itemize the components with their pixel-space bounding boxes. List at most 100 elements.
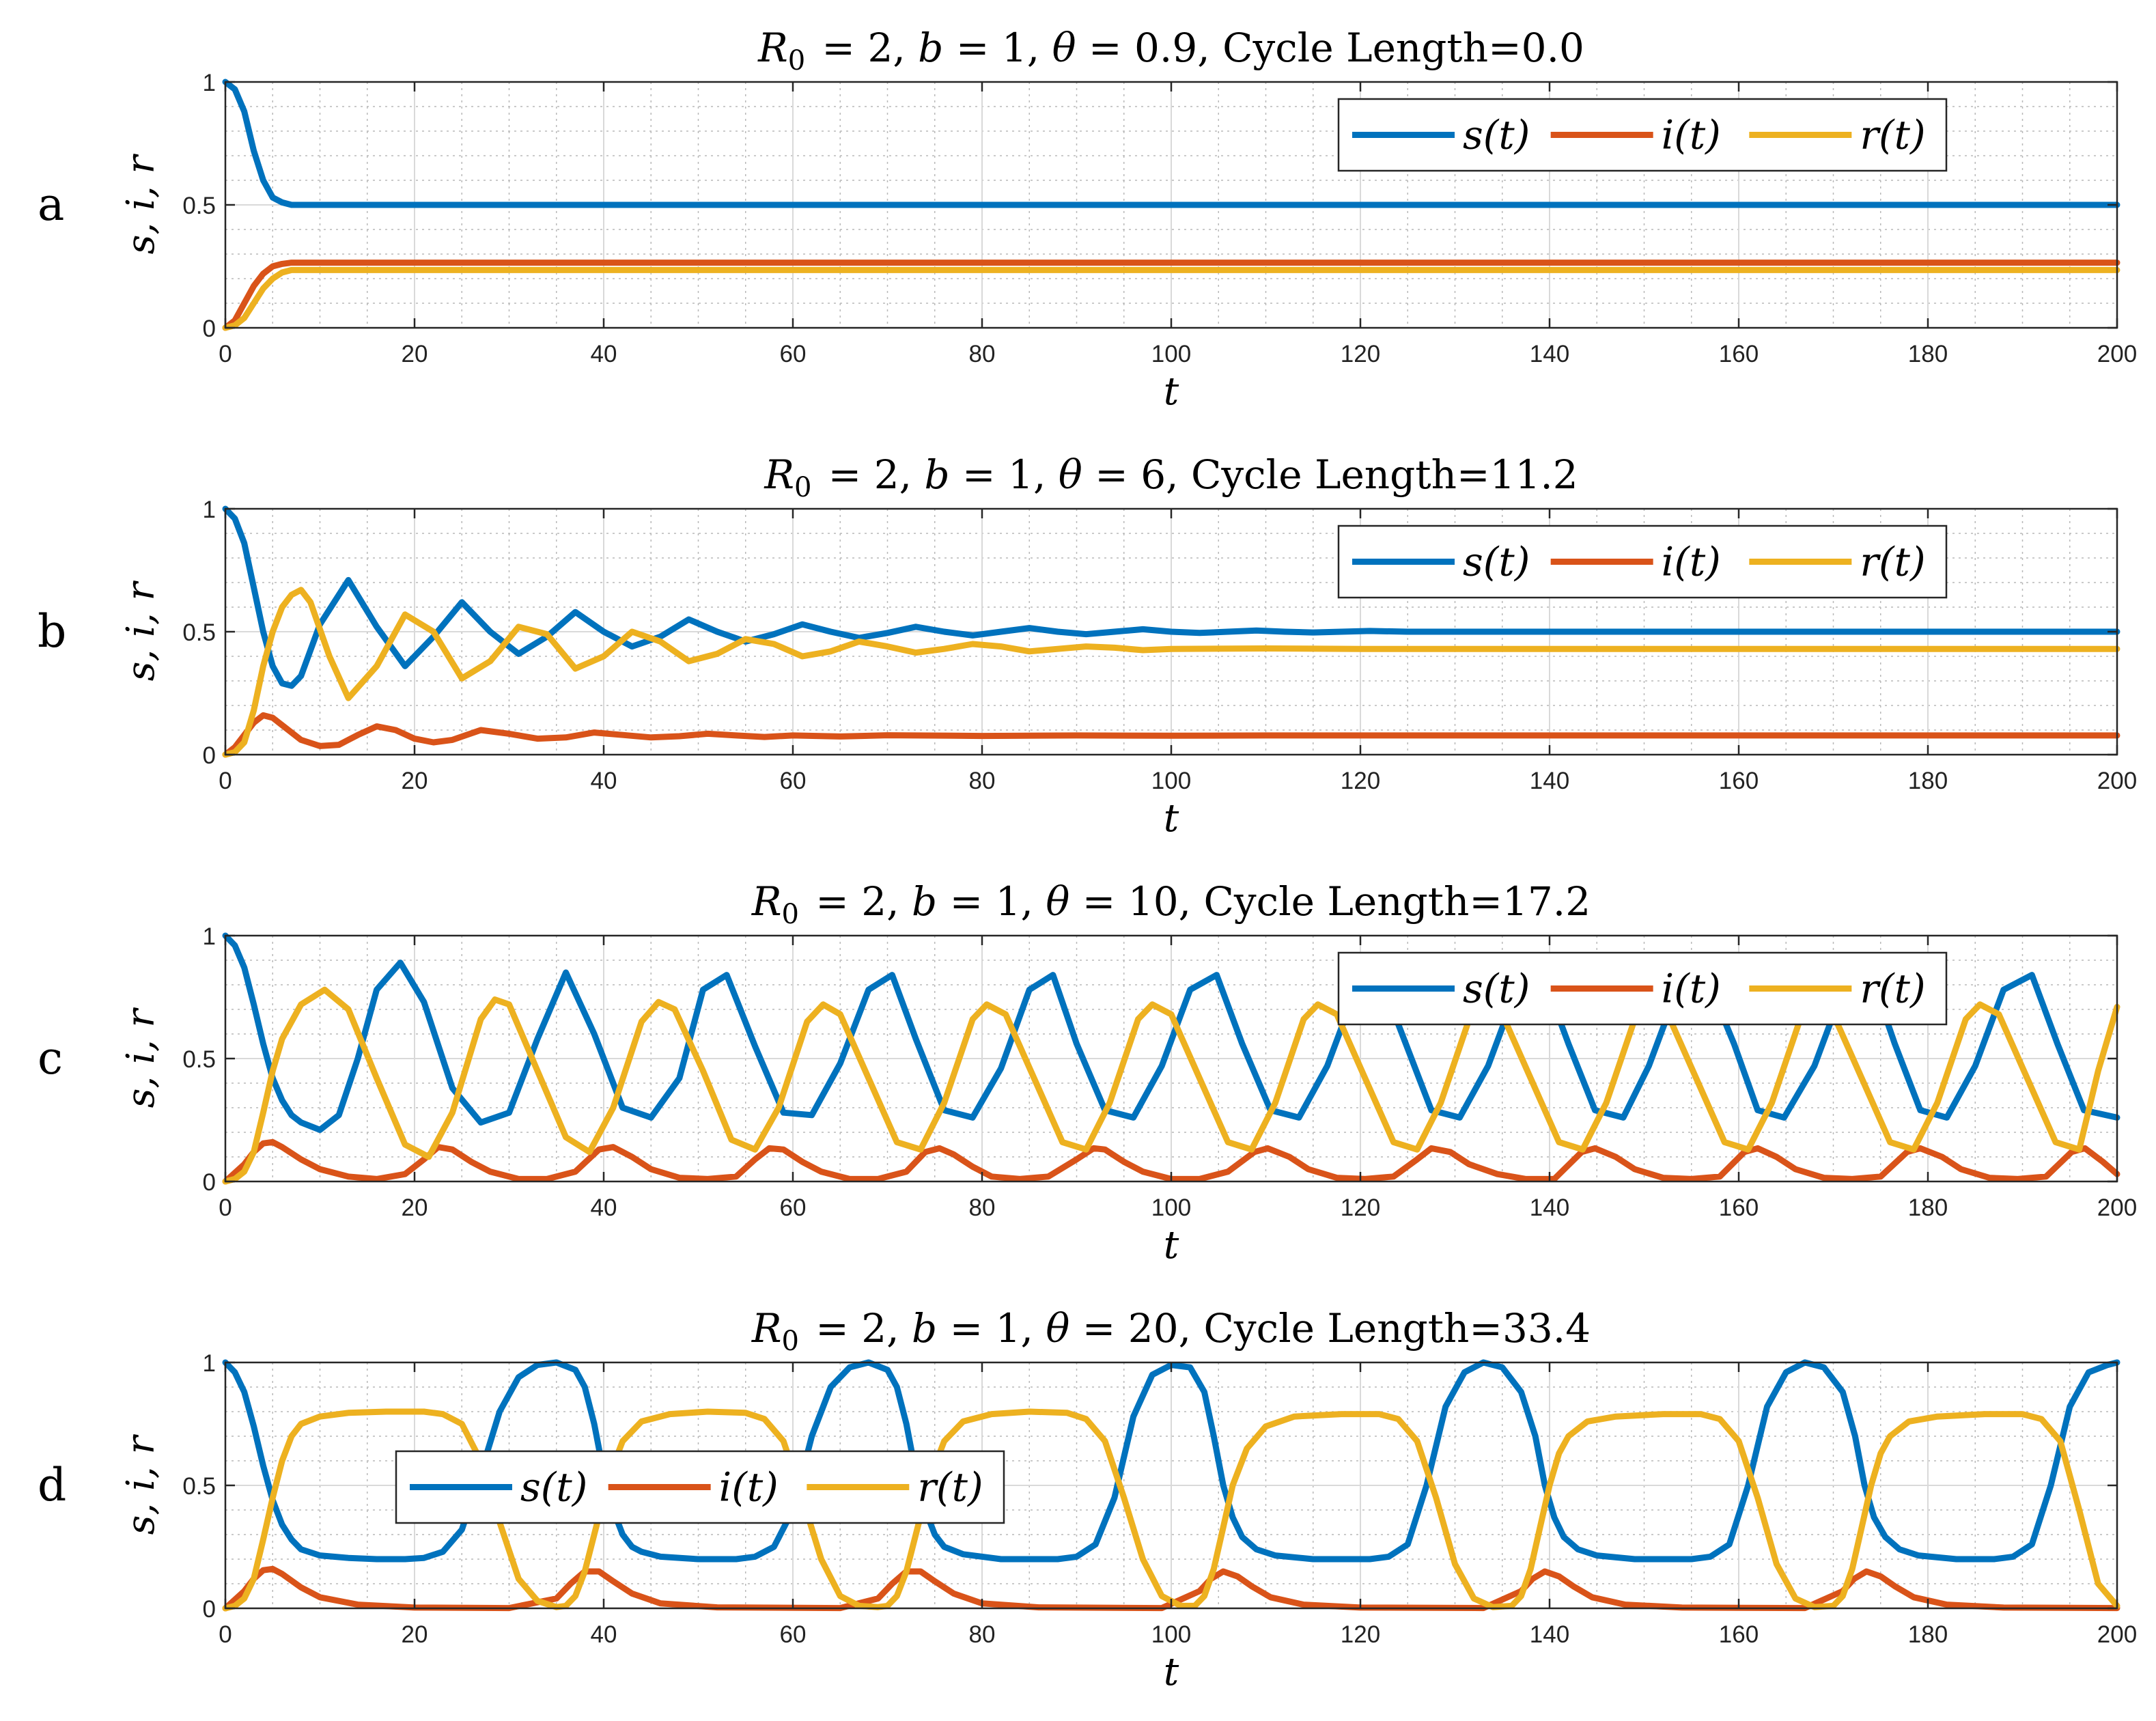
- x-axis-label: t: [1164, 796, 1179, 841]
- y-tick-label: 1: [203, 1350, 216, 1377]
- series-line-r: [222, 587, 2120, 758]
- legend-label-i: i(t): [1662, 112, 1721, 158]
- x-tick-label: 60: [780, 1194, 807, 1221]
- y-tick-label: 0.5: [182, 1046, 216, 1073]
- y-axis-label: s, i, r: [119, 580, 163, 681]
- y-tick-label: 0.5: [182, 619, 216, 646]
- x-tick-label: 100: [1151, 1194, 1191, 1221]
- y-axis-label: s, i, r: [119, 1007, 163, 1108]
- panel-d: 0 20 40 60 80 100 120 140 160 180 200 0 0.5 1 R0 = 2, …: [38, 1305, 2137, 1694]
- x-tick-label: 200: [2097, 1194, 2137, 1221]
- x-tick-label: 20: [402, 1194, 428, 1221]
- legend-label-r: r(t): [1860, 539, 1925, 585]
- legend: s(t) i(t) r(t): [1337, 524, 1948, 599]
- x-tick-label: 60: [780, 341, 807, 367]
- panel-letter: b: [38, 605, 66, 658]
- x-tick-label: 100: [1151, 1621, 1191, 1648]
- x-tick-label: 180: [1908, 341, 1948, 367]
- x-tick-label: 60: [780, 1621, 807, 1648]
- x-tick-label: 20: [402, 341, 428, 367]
- panel-letter: d: [38, 1459, 66, 1511]
- x-tick-label: 160: [1719, 341, 1759, 367]
- y-tick-label: 1: [203, 496, 216, 523]
- panel-letter: c: [38, 1032, 63, 1085]
- panel-letter: a: [38, 178, 64, 231]
- x-tick-label: 40: [591, 768, 617, 794]
- x-tick-label: 180: [1908, 1621, 1948, 1648]
- series-line-i: [222, 260, 2120, 331]
- legend: s(t) i(t) r(t): [395, 1450, 1005, 1524]
- panel-c: 0 20 40 60 80 100 120 140 160 180 200 0 0.5 1 R0 = 2, …: [38, 878, 2137, 1268]
- x-tick-label: 140: [1530, 1194, 1569, 1221]
- legend-label-i: i(t): [1662, 539, 1721, 585]
- x-tick-label: 120: [1341, 1621, 1380, 1648]
- x-tick-label: 200: [2097, 768, 2137, 794]
- x-tick-label: 120: [1341, 1194, 1380, 1221]
- x-tick-label: 20: [402, 1621, 428, 1648]
- x-tick-label: 140: [1530, 768, 1569, 794]
- x-tick-label: 0: [219, 1621, 232, 1648]
- legend-label-i: i(t): [1662, 966, 1721, 1012]
- x-tick-label: 160: [1719, 768, 1759, 794]
- chart-title: R0 = 2, b = 1, θ = 6, Cycle Length=11.2: [764, 451, 1578, 503]
- x-tick-label: 0: [219, 341, 232, 367]
- legend-label-s: s(t): [1463, 539, 1530, 585]
- y-tick-label: 0.5: [182, 1473, 216, 1500]
- x-tick-label: 200: [2097, 1621, 2137, 1648]
- series-line-s: [222, 79, 2120, 208]
- x-tick-label: 100: [1151, 768, 1191, 794]
- legend-label-r: r(t): [917, 1464, 983, 1511]
- x-tick-label: 60: [780, 768, 807, 794]
- x-tick-label: 160: [1719, 1621, 1759, 1648]
- series-line-i: [222, 712, 2120, 758]
- x-tick-label: 0: [219, 1194, 232, 1221]
- panel-a: 0 20 40 60 80 100 120 140 160 180 200 0 0.5 1 R0 = 2, …: [38, 25, 2137, 414]
- x-tick-label: 80: [969, 768, 996, 794]
- legend-label-r: r(t): [1860, 112, 1925, 158]
- x-tick-label: 120: [1341, 341, 1380, 367]
- y-tick-label: 0: [203, 1169, 216, 1196]
- x-tick-label: 120: [1341, 768, 1380, 794]
- series-line-s: [222, 1359, 2120, 1563]
- x-tick-label: 80: [969, 341, 996, 367]
- y-tick-label: 1: [203, 923, 216, 950]
- legend-label-s: s(t): [520, 1464, 587, 1511]
- series-line-s: [222, 505, 2120, 689]
- x-tick-label: 0: [219, 768, 232, 794]
- x-axis-label: t: [1164, 1650, 1179, 1694]
- y-tick-label: 1: [203, 70, 216, 96]
- y-axis-label: s, i, r: [119, 153, 163, 254]
- x-axis-label: t: [1164, 369, 1179, 414]
- x-tick-label: 40: [591, 341, 617, 367]
- x-tick-label: 180: [1908, 1194, 1948, 1221]
- legend-label-s: s(t): [1463, 966, 1530, 1012]
- legend-label-i: i(t): [719, 1464, 779, 1511]
- x-tick-label: 140: [1530, 1621, 1569, 1648]
- x-tick-label: 40: [591, 1621, 617, 1648]
- x-axis-label: t: [1164, 1223, 1179, 1268]
- x-tick-label: 180: [1908, 768, 1948, 794]
- legend: s(t) i(t) r(t): [1337, 951, 1948, 1026]
- y-axis-label: s, i, r: [119, 1433, 163, 1535]
- y-tick-label: 0: [203, 742, 216, 769]
- y-tick-label: 0: [203, 1596, 216, 1623]
- x-tick-label: 20: [402, 768, 428, 794]
- x-tick-label: 160: [1719, 1194, 1759, 1221]
- series-line-i: [222, 1138, 2120, 1185]
- panel-b: 0 20 40 60 80 100 120 140 160 180 200 0 0.5 1 R0 = 2, …: [38, 451, 2137, 841]
- x-tick-label: 40: [591, 1194, 617, 1221]
- y-tick-label: 0.5: [182, 193, 216, 219]
- legend-label-s: s(t): [1463, 112, 1530, 158]
- chart-title: R0 = 2, b = 1, θ = 0.9, Cycle Length=0.0: [757, 25, 1584, 76]
- legend: s(t) i(t) r(t): [1337, 98, 1948, 172]
- x-tick-label: 200: [2097, 341, 2137, 367]
- x-tick-label: 140: [1530, 341, 1569, 367]
- chart-title: R0 = 2, b = 1, θ = 10, Cycle Length=17.2: [751, 878, 1591, 930]
- x-tick-label: 100: [1151, 341, 1191, 367]
- x-tick-label: 80: [969, 1621, 996, 1648]
- series-line-r: [222, 1408, 2120, 1612]
- series-line-r: [222, 266, 2120, 331]
- legend-label-r: r(t): [1860, 966, 1925, 1012]
- y-tick-label: 0: [203, 316, 216, 342]
